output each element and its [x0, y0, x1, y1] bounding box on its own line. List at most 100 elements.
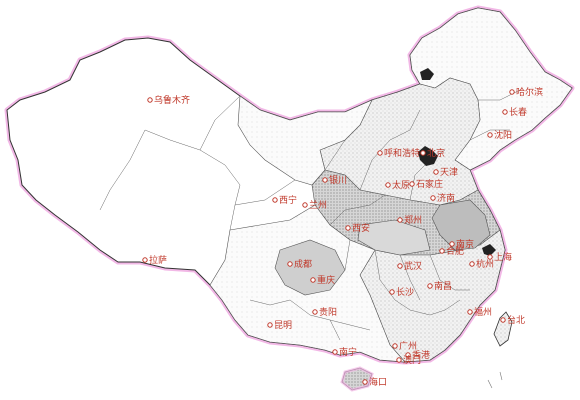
city-label-nanchang: 南昌 — [434, 280, 452, 292]
city-dot-icon — [439, 248, 445, 254]
city-dot-icon — [287, 261, 293, 267]
city-marker-zhengzhou: 郑州 — [397, 214, 422, 226]
city-marker-hohhot: 呼和浩特 — [377, 147, 420, 159]
city-label-harbin: 哈尔滨 — [516, 86, 543, 98]
city-marker-changsha: 长沙 — [389, 286, 414, 298]
city-marker-nanjing: 南京 — [449, 238, 474, 250]
city-marker-hefei: 合肥 — [439, 245, 464, 257]
city-label-shanghai: 上海 — [494, 251, 512, 263]
city-dot-icon — [345, 225, 351, 231]
city-dot-icon — [377, 150, 383, 156]
city-marker-tianjin: 天津 — [433, 167, 458, 178]
city-dot-icon — [396, 357, 402, 363]
city-marker-guangzhou: 广州 — [392, 340, 417, 352]
city-marker-hongkong: 香港 — [405, 349, 430, 361]
city-dot-icon — [405, 352, 411, 358]
city-dot-icon — [142, 257, 148, 263]
city-dot-icon — [267, 322, 273, 328]
city-dot-icon — [430, 195, 436, 201]
city-marker-shanghai: 上海 — [487, 251, 512, 263]
city-dot-icon — [272, 197, 278, 203]
city-dot-icon — [397, 217, 403, 223]
city-label-changsha: 长沙 — [396, 286, 414, 298]
city-marker-wuhan: 武汉 — [397, 260, 422, 272]
city-dot-icon — [147, 97, 153, 103]
city-label-macau: 澳门 — [403, 354, 421, 366]
city-label-tianjin: 天津 — [440, 167, 458, 178]
city-dot-icon — [332, 349, 338, 355]
city-label-xining: 西宁 — [279, 194, 297, 206]
city-dot-icon — [310, 277, 316, 283]
city-marker-harbin: 哈尔滨 — [509, 86, 543, 98]
city-marker-kunming: 昆明 — [267, 320, 292, 331]
city-dot-icon — [469, 261, 475, 267]
city-marker-taiyuan: 太原 — [385, 179, 410, 191]
province-borders — [99, 89, 521, 341]
city-label-lhasa: 拉萨 — [149, 254, 167, 266]
city-marker-shijiazhuang: 石家庄 — [409, 178, 443, 190]
city-label-haikou: 海口 — [369, 376, 387, 388]
city-marker-hangzhou: 杭州 — [469, 258, 494, 270]
city-label-lanzhou: 兰州 — [309, 199, 327, 211]
south-sea-islands — [487, 371, 503, 389]
region-jiangsu — [431, 199, 491, 251]
city-marker-nanning: 南宁 — [332, 346, 357, 358]
city-label-nanjing: 南京 — [456, 238, 474, 250]
city-label-chengdu: 成都 — [294, 258, 312, 270]
city-marker-nanchang: 南昌 — [427, 280, 452, 292]
city-label-hongkong: 香港 — [412, 349, 430, 361]
city-dot-icon — [312, 309, 318, 315]
city-label-taipei: 台北 — [507, 314, 525, 326]
city-label-nanning: 南宁 — [339, 346, 357, 358]
city-marker-chongqing: 重庆 — [310, 274, 335, 286]
taiwan-island — [493, 311, 513, 347]
city-dot-icon — [487, 254, 493, 260]
city-label-xian: 西安 — [352, 222, 370, 234]
city-marker-jinan: 济南 — [430, 192, 455, 204]
city-marker-macau: 澳门 — [396, 354, 421, 366]
city-label-guangzhou: 广州 — [399, 340, 417, 352]
region-gansu — [237, 95, 373, 186]
city-dot-icon — [392, 343, 398, 349]
city-label-hohhot: 呼和浩特 — [384, 147, 420, 159]
city-marker-xining: 西宁 — [272, 194, 297, 206]
city-dot-icon — [362, 379, 368, 385]
city-label-shijiazhuang: 石家庄 — [416, 178, 443, 190]
city-marker-taipei: 台北 — [500, 314, 525, 326]
city-label-yinchuan: 银川 — [329, 174, 347, 186]
city-marker-lhasa: 拉萨 — [142, 254, 167, 266]
region-inner-mongolia-spot — [420, 68, 434, 80]
city-label-urumqi: 乌鲁木齐 — [154, 94, 190, 106]
city-dot-icon — [385, 182, 391, 188]
city-dot-icon — [502, 109, 508, 115]
city-label-zhengzhou: 郑州 — [404, 214, 422, 226]
city-marker-lanzhou: 兰州 — [302, 199, 327, 211]
city-marker-xian: 西安 — [345, 222, 370, 234]
city-dot-icon — [302, 202, 308, 208]
city-label-wuhan: 武汉 — [404, 260, 422, 272]
city-label-taiyuan: 太原 — [392, 179, 410, 191]
city-dot-icon — [449, 241, 455, 247]
city-dot-icon — [397, 263, 403, 269]
city-marker-yinchuan: 银川 — [322, 174, 347, 186]
city-marker-beijing: 北京 — [420, 147, 445, 159]
city-dot-icon — [420, 150, 426, 156]
city-marker-chengdu: 成都 — [287, 258, 312, 270]
city-label-chongqing: 重庆 — [317, 274, 335, 286]
region-shanghai-highlight — [482, 244, 496, 256]
city-dot-icon — [427, 283, 433, 289]
city-dot-icon — [500, 317, 506, 323]
city-label-hefei: 合肥 — [446, 245, 464, 257]
city-marker-guiyang: 贵阳 — [312, 306, 337, 318]
city-dot-icon — [487, 132, 493, 138]
city-dot-icon — [322, 177, 328, 183]
city-label-beijing: 北京 — [427, 147, 445, 159]
city-marker-fuzhou: 福州 — [467, 306, 492, 318]
city-marker-haikou: 海口 — [362, 376, 387, 388]
city-dot-icon — [509, 89, 515, 95]
city-label-hangzhou: 杭州 — [476, 258, 494, 270]
city-label-guiyang: 贵阳 — [319, 306, 337, 318]
city-marker-urumqi: 乌鲁木齐 — [147, 94, 190, 106]
